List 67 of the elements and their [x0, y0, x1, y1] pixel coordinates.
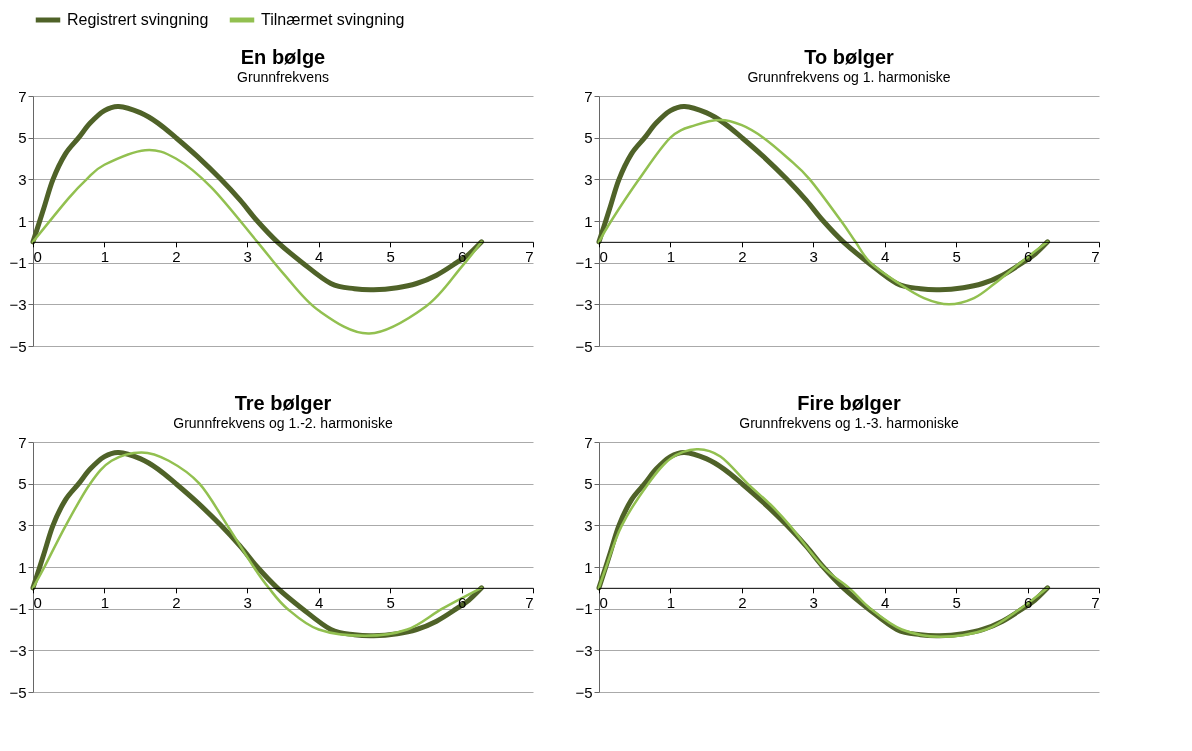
y-tick-label: 1 [18, 212, 27, 230]
line-series [31, 148, 483, 335]
x-tick-label: 7 [1091, 594, 1100, 612]
x-tick-label: 4 [315, 248, 324, 266]
x-tick-label: 4 [881, 248, 890, 266]
x-tick-label: 7 [1091, 248, 1100, 266]
legend-label: Tilnærmet svingning [261, 11, 405, 28]
x-tick-label: 4 [881, 594, 890, 612]
chart-subtitle: Grunnfrekvens [237, 69, 329, 85]
legend-label: Registrert svingning [67, 11, 209, 28]
y-tick-label: −3 [575, 295, 593, 313]
x-tick-label: 5 [952, 594, 961, 612]
y-tick-label: −1 [9, 600, 27, 618]
y-tick-label: −5 [9, 337, 27, 355]
x-tick-label: 7 [525, 594, 534, 612]
x-tick-label: 2 [172, 248, 181, 266]
x-tick-label: 3 [243, 248, 252, 266]
x-tick-label: 0 [33, 248, 42, 266]
y-tick-label: −3 [9, 295, 27, 313]
chart-subtitle: Grunnfrekvens og 1.-2. harmoniske [173, 415, 393, 431]
x-tick-label: 3 [809, 594, 818, 612]
chart-title: To bølger [804, 46, 895, 68]
chart-title: Tre bølger [234, 392, 332, 414]
x-tick-label: 4 [315, 594, 324, 612]
x-tick-label: 0 [599, 248, 608, 266]
y-tick-label: 1 [18, 558, 27, 576]
x-tick-label: 2 [172, 594, 181, 612]
x-tick-label: 1 [666, 248, 676, 266]
x-tick-label: 5 [386, 248, 395, 266]
x-tick-label: 1 [100, 248, 110, 266]
y-tick-label: 5 [18, 475, 27, 493]
y-tick-label: 7 [584, 433, 593, 451]
x-tick-label: 0 [599, 594, 608, 612]
y-tick-label: 5 [18, 129, 27, 147]
y-tick-label: 7 [18, 87, 27, 105]
x-tick-label: 7 [525, 248, 534, 266]
y-tick-label: 1 [584, 558, 593, 576]
y-tick-label: −5 [575, 337, 593, 355]
x-tick-label: 3 [243, 594, 252, 612]
x-tick-label: 2 [738, 248, 747, 266]
y-tick-label: 3 [18, 170, 27, 188]
y-tick-label: −1 [9, 254, 27, 272]
x-tick-label: 3 [809, 248, 818, 266]
y-tick-label: 5 [584, 129, 593, 147]
y-tick-label: 5 [584, 475, 593, 493]
x-tick-label: 1 [100, 594, 110, 612]
y-tick-label: −5 [575, 683, 593, 701]
y-tick-label: 7 [584, 87, 593, 105]
chart-title: En bølge [240, 46, 326, 68]
y-tick-label: 3 [584, 170, 593, 188]
y-tick-label: −5 [9, 683, 27, 701]
x-tick-label: 0 [33, 594, 42, 612]
chart-title: Fire bølger [797, 392, 901, 414]
y-tick-label: −3 [9, 641, 27, 659]
x-tick-label: 5 [386, 594, 395, 612]
x-tick-label: 2 [738, 594, 747, 612]
chart-subtitle: Grunnfrekvens og 1. harmoniske [747, 69, 951, 85]
y-tick-label: −3 [575, 641, 593, 659]
x-tick-label: 5 [952, 248, 961, 266]
y-tick-label: 3 [18, 516, 27, 534]
y-tick-label: −1 [575, 600, 593, 618]
y-tick-label: 1 [584, 212, 593, 230]
y-tick-label: 3 [584, 516, 593, 534]
chart-subtitle: Grunnfrekvens og 1.-3. harmoniske [739, 415, 959, 431]
x-tick-label: 1 [666, 594, 676, 612]
y-tick-label: −1 [575, 254, 593, 272]
y-tick-label: 7 [18, 433, 27, 451]
